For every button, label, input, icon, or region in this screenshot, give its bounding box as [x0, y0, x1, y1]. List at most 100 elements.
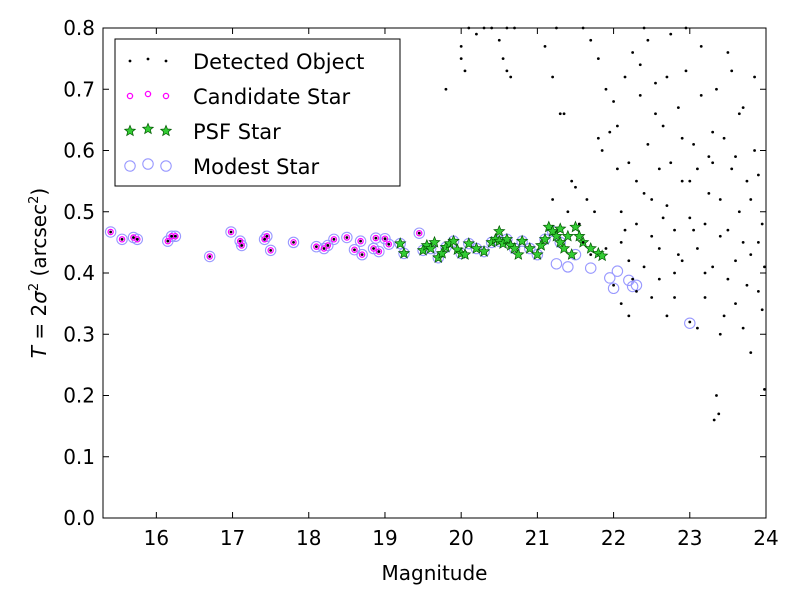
- detected-object-point: [642, 191, 646, 195]
- detected-object-point: [497, 38, 501, 42]
- detected-object-point: [665, 314, 669, 318]
- modest-star-point: [604, 272, 616, 284]
- legend-item-candidate-star: Candidate Star: [126, 85, 350, 109]
- detected-object-point: [619, 210, 623, 214]
- detected-object-point: [631, 51, 635, 54]
- modest-star-point: [684, 317, 696, 329]
- detected-object-point: [543, 44, 547, 48]
- candidate-star-point: [290, 239, 297, 246]
- detected-object-point: [604, 247, 608, 250]
- detected-object-point: [345, 236, 349, 239]
- detected-object-point: [505, 69, 509, 73]
- detected-object-point: [615, 124, 619, 128]
- y-tick-label: 0.2: [63, 384, 95, 408]
- psf-star-point: [458, 248, 472, 260]
- detected-object-point-legend: [128, 59, 132, 63]
- detected-object-point: [726, 51, 730, 54]
- candidate-star-point-legend: [144, 90, 152, 98]
- detected-object-point: [332, 237, 336, 241]
- psf-star-point: [428, 235, 441, 248]
- detected-object-point: [566, 210, 570, 214]
- detected-object-point: [577, 222, 581, 226]
- detected-object-point: [600, 149, 604, 152]
- x-tick-label: 22: [601, 526, 626, 550]
- detected-object-point: [696, 167, 699, 171]
- detected-object-point: [585, 198, 589, 201]
- detected-object-point: [753, 75, 756, 79]
- legend-box: [114, 38, 401, 187]
- detected-object-point: [722, 136, 726, 140]
- detected-object-point: [676, 253, 680, 257]
- psf-star-point: [493, 224, 506, 237]
- x-tick-label: 23: [677, 526, 702, 550]
- detected-object-point-legend: [164, 59, 168, 63]
- detected-object-point: [612, 283, 615, 287]
- detected-object-point: [387, 242, 391, 246]
- detected-object-point: [166, 239, 170, 243]
- candidate-star-point: [263, 232, 271, 240]
- detected-object-point: [650, 198, 654, 201]
- y-axis-label: T = 2σ2 (arcsec2): [27, 188, 51, 358]
- detected-object-point: [684, 26, 688, 30]
- detected-object-point: [760, 308, 764, 312]
- modest-star-point: [611, 265, 624, 277]
- y-tick-label: 0.6: [63, 139, 95, 163]
- detected-object-point: [646, 38, 650, 42]
- modest-star-point: [322, 239, 334, 252]
- candidate-star-point: [227, 228, 235, 236]
- detected-object-point: [749, 198, 753, 201]
- detected-object-point: [760, 222, 764, 226]
- psf-star-point: [534, 238, 548, 251]
- legend-item-detected-object: Detected Object: [128, 50, 364, 74]
- legend-label: Candidate Star: [193, 85, 350, 109]
- detected-object-point: [715, 87, 718, 91]
- detected-object-point: [444, 87, 448, 91]
- detected-object-point: [734, 259, 737, 263]
- detected-object-point: [589, 253, 593, 257]
- legend: Detected Object Candidate Star PSF Star Mod…: [114, 38, 401, 187]
- legend-label: PSF Star: [193, 120, 281, 144]
- detected-object-point: [263, 237, 266, 241]
- detected-object-point: [558, 112, 562, 116]
- detected-object-point: [570, 179, 574, 183]
- detected-object-point: [513, 26, 516, 30]
- candidate-star-point: [134, 236, 141, 243]
- psf-star-point: [561, 229, 575, 242]
- candidate-star-point: [385, 240, 393, 248]
- detected-object-point: [665, 75, 669, 79]
- detected-object-point: [753, 149, 756, 152]
- detected-object-point: [756, 173, 760, 177]
- candidate-star-point: [370, 245, 377, 252]
- candidate-star-point: [416, 229, 423, 237]
- psf-star-point: [394, 237, 407, 249]
- detected-object-point: [265, 234, 269, 238]
- detected-object-point: [642, 26, 646, 30]
- candidate-star-point: [320, 245, 328, 252]
- detected-object-point: [734, 302, 737, 306]
- detected-object-point: [619, 302, 623, 306]
- candidate-star-point: [267, 247, 274, 254]
- x-tick-label: 16: [144, 526, 169, 550]
- detected-object-point: [661, 124, 665, 128]
- x-tick-label: 19: [372, 526, 397, 550]
- legend-label: Modest Star: [193, 155, 319, 179]
- detected-object-point: [646, 142, 650, 146]
- detected-object-point: [490, 26, 494, 30]
- detected-object-point: [673, 296, 676, 299]
- modest-star-point: [287, 236, 300, 249]
- detected-object-point: [661, 216, 665, 220]
- modest-star-point: [116, 233, 128, 246]
- detected-object-point: [463, 69, 467, 73]
- detected-object-point: [741, 240, 745, 244]
- modest-star-point: [383, 238, 395, 250]
- modest-star-point: [550, 258, 563, 270]
- detected-object-point: [459, 44, 463, 48]
- psf-star-point: [447, 234, 460, 247]
- detected-object-point: [669, 32, 673, 36]
- detected-object-point: [696, 326, 699, 330]
- detected-object-point: [635, 179, 638, 183]
- detected-object-point: [608, 130, 612, 134]
- modest-star-point: [203, 250, 216, 263]
- detected-object-point: [657, 277, 661, 281]
- detected-object-point: [707, 155, 711, 159]
